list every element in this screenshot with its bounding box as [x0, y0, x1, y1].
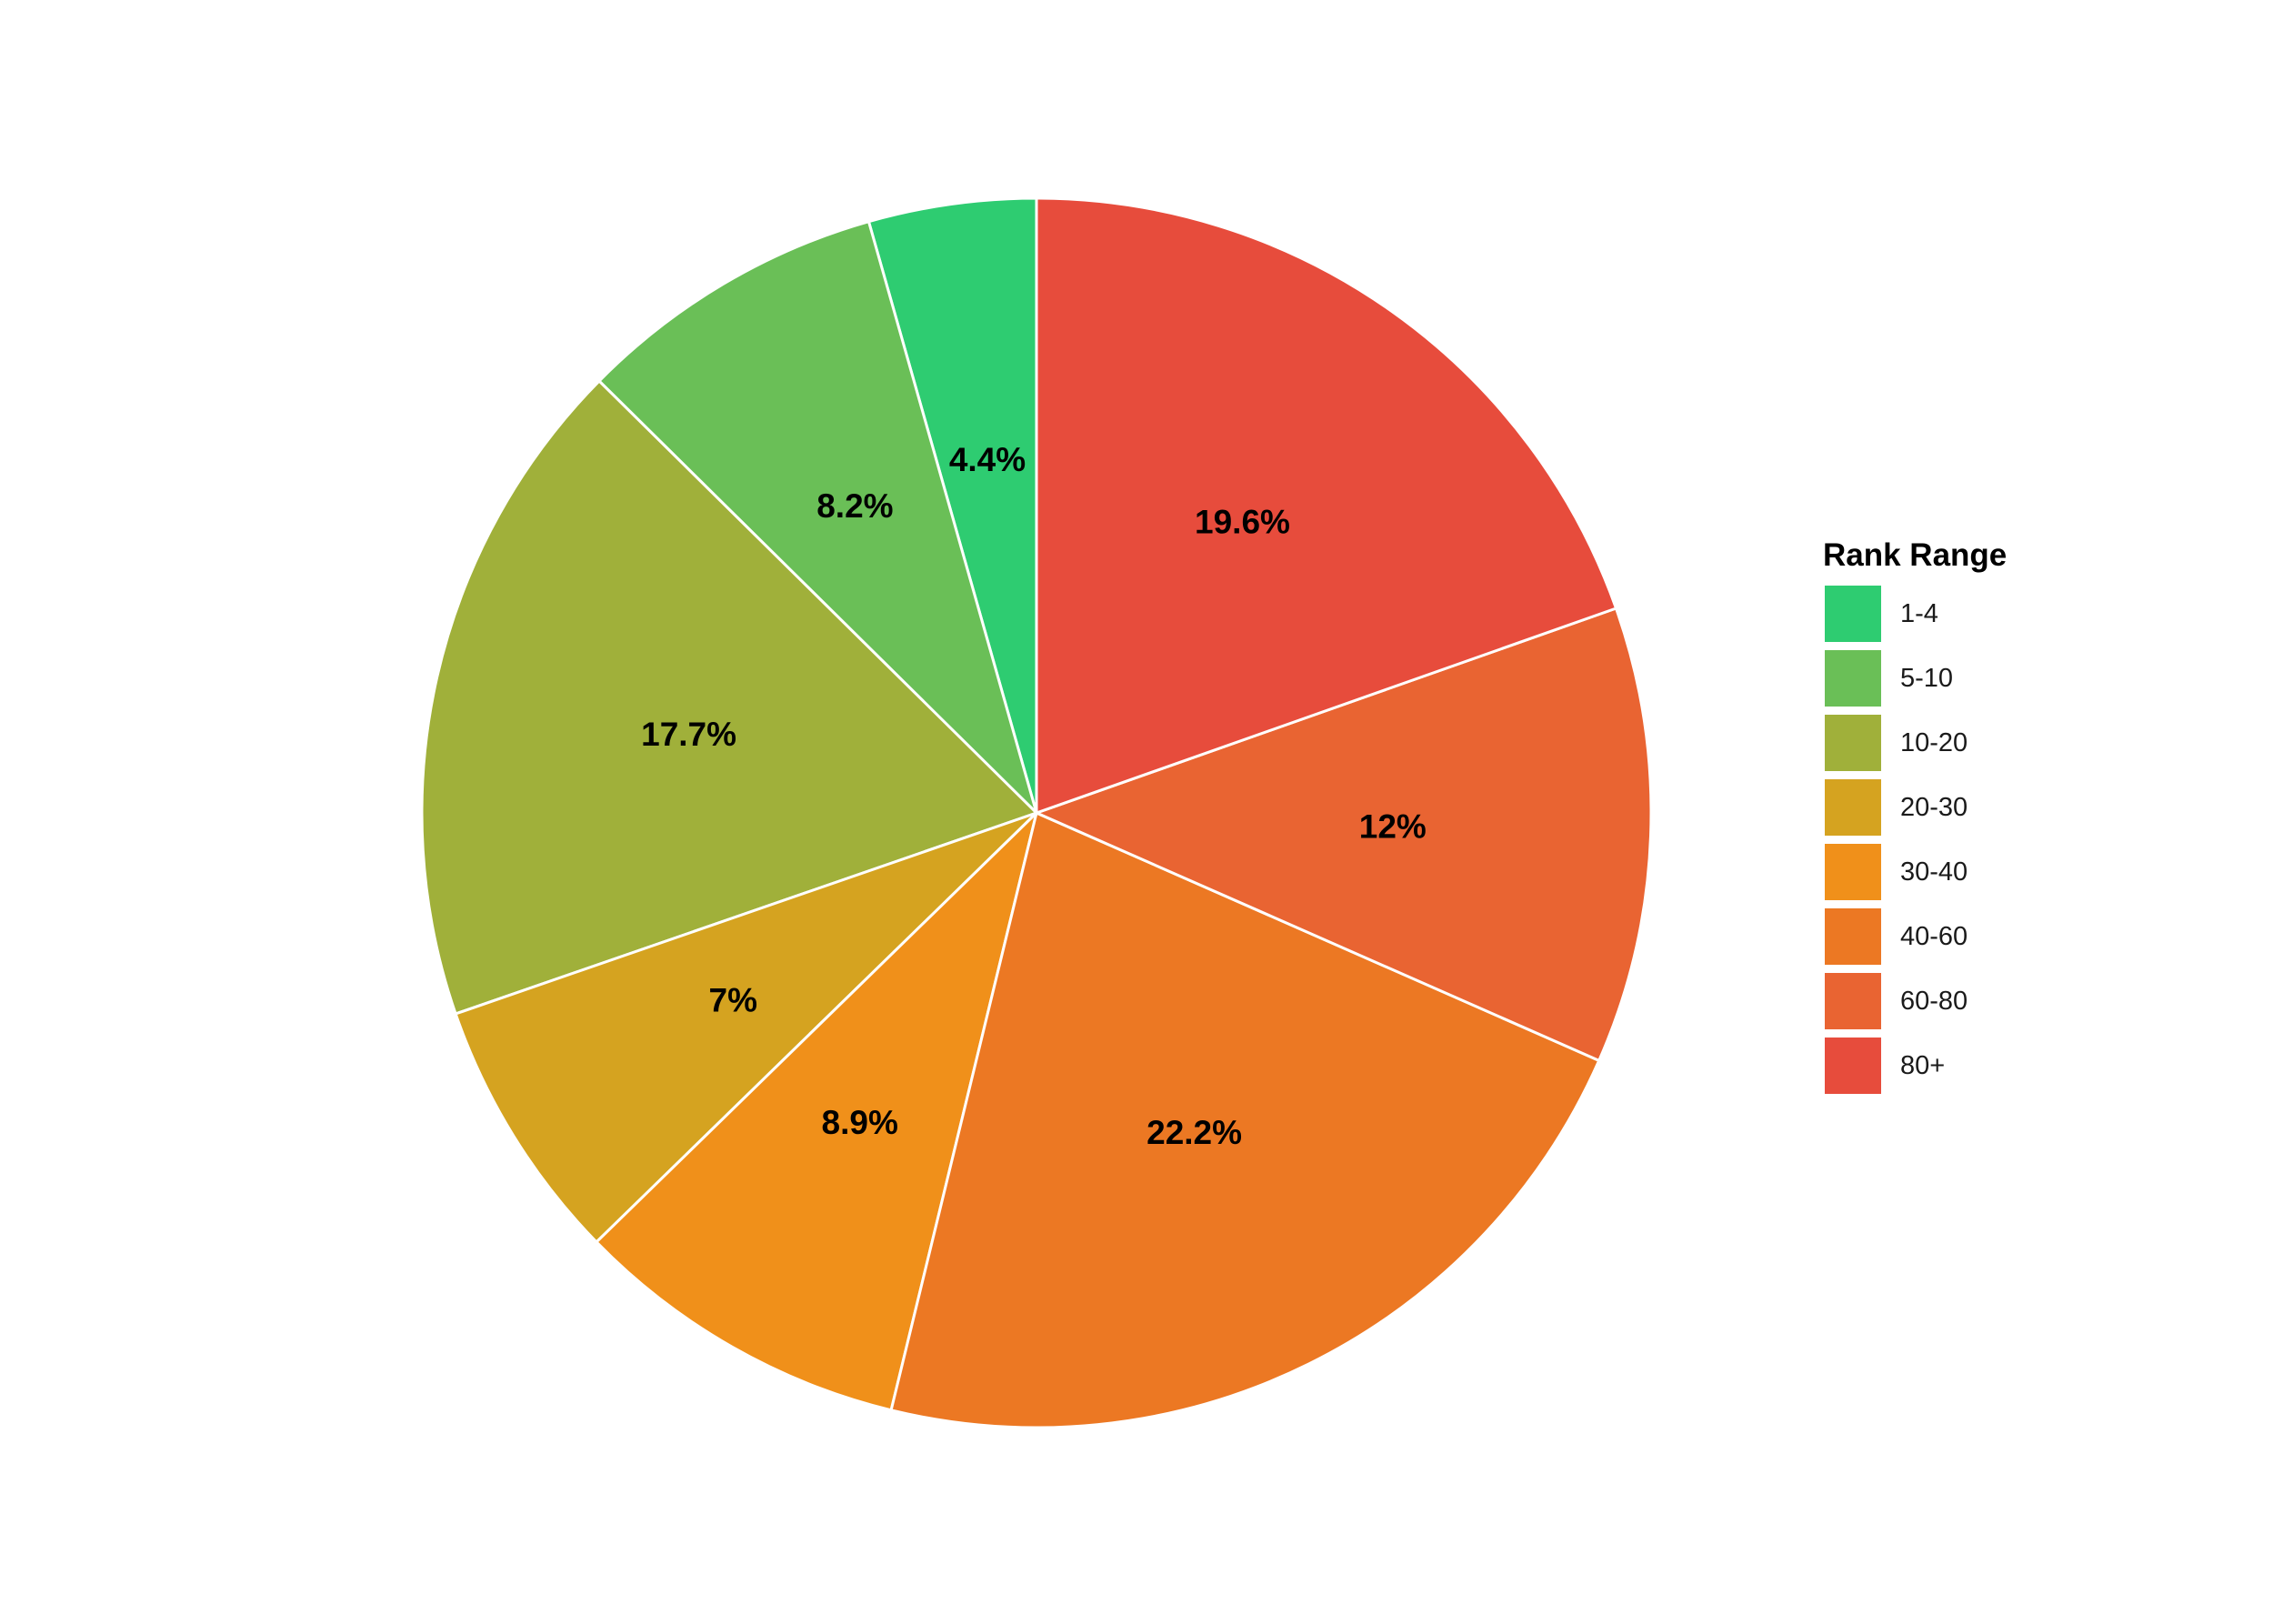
slice-label-20-30: 7% — [709, 981, 757, 1018]
legend-swatch-60-80 — [1823, 971, 1883, 1031]
pie-slice-80+ — [1035, 196, 1618, 816]
legend-swatch-30-40 — [1823, 842, 1883, 902]
legend-label-5-10: 5-10 — [1900, 664, 1953, 693]
pie-slice-1-4 — [866, 196, 1038, 814]
pie-slice-5-10 — [596, 219, 1039, 818]
slice-label-1-4: 4.4% — [949, 441, 1026, 478]
legend-title: Rank Range — [1823, 537, 2007, 573]
legend-swatch-5-10 — [1823, 648, 1883, 708]
legend-label-40-60: 40-60 — [1900, 922, 1968, 951]
slice-label-30-40: 8.9% — [822, 1104, 898, 1141]
slice-label-80+: 19.6% — [1195, 503, 1290, 540]
legend-swatch-10-20 — [1823, 713, 1883, 773]
pie-slice-40-60 — [889, 810, 1601, 1429]
pie-slices — [420, 196, 1653, 1429]
slice-label-5-10: 8.2% — [816, 487, 893, 525]
pie-slice-labels: 4.4% 8.2% 17.7% 7% 8.9% 22.2% 12% 19.6% — [641, 441, 1427, 1151]
slice-label-40-60: 22.2% — [1147, 1114, 1242, 1151]
slice-label-60-80: 12% — [1359, 807, 1427, 845]
legend-label-30-40: 30-40 — [1900, 857, 1968, 887]
legend-swatch-20-30 — [1823, 777, 1883, 837]
slice-label-10-20: 17.7% — [641, 716, 736, 753]
legend-label-20-30: 20-30 — [1900, 793, 1968, 822]
legend-label-1-4: 1-4 — [1900, 599, 1938, 628]
legend-label-10-20: 10-20 — [1900, 728, 1968, 757]
legend-items: 1-4 5-10 10-20 20-30 30-40 40-60 60-80 80+ — [1823, 584, 1968, 1096]
legend-swatch-40-60 — [1823, 907, 1883, 967]
legend-swatch-80+ — [1823, 1036, 1883, 1096]
legend-label-60-80: 60-80 — [1900, 987, 1968, 1016]
legend-label-80+: 80+ — [1900, 1051, 1945, 1080]
legend: Rank Range 1-4 5-10 10-20 20-30 30-40 40-60 60… — [1823, 537, 2007, 1096]
legend-swatch-1-4 — [1823, 584, 1883, 644]
pie-slice-20-30 — [454, 811, 1038, 1245]
pie-slice-60-80 — [1032, 606, 1653, 1063]
pie-slice-10-20 — [420, 378, 1039, 1016]
